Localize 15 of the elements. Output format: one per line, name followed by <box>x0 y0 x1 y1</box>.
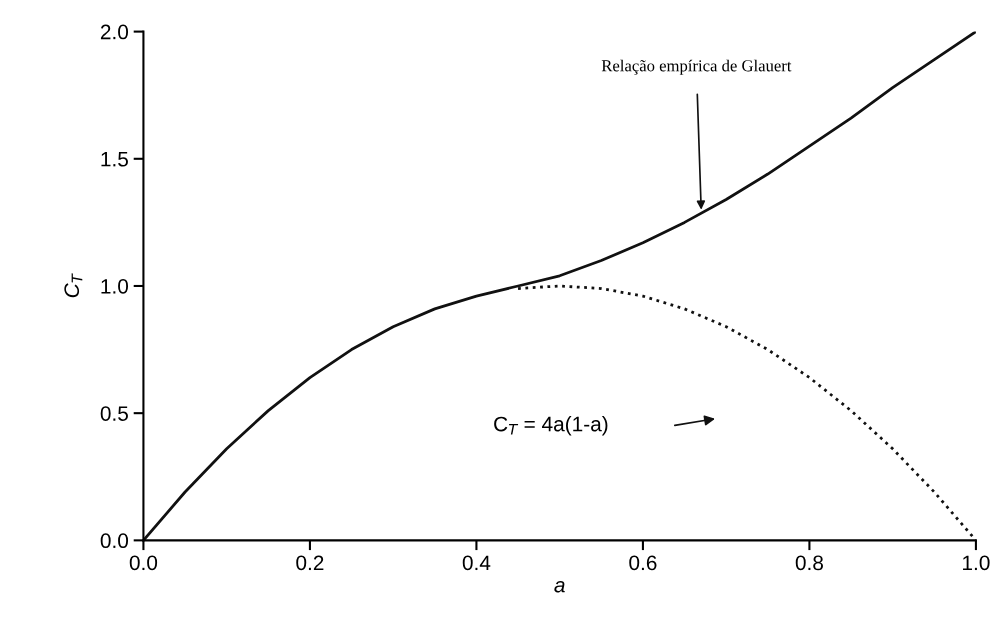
x-tick-label: 0.2 <box>296 555 324 571</box>
x-tick-label: 0.0 <box>129 555 158 571</box>
y-tick-label: 2.0 <box>100 24 129 40</box>
x-tick-label: 0.6 <box>629 555 657 571</box>
x-tick-label: 1.0 <box>963 555 990 571</box>
x-tick-label: 0.4 <box>462 555 491 571</box>
y-tick-label: 0.5 <box>100 406 128 421</box>
y-tick-label: 1.0 <box>101 278 129 294</box>
annotation: C$_{T}$ = 4a(1-a) <box>494 416 608 436</box>
y-tick-label: 0.0 <box>100 533 129 549</box>
x-tick-label: 0.8 <box>795 555 823 571</box>
y-tick-label: 1.5 <box>101 152 128 167</box>
x-axis-title: a <box>554 581 565 593</box>
annotation: Relação empírica de Glauert <box>601 59 792 75</box>
y-axis-title: C$_{T}$ <box>64 273 83 298</box>
